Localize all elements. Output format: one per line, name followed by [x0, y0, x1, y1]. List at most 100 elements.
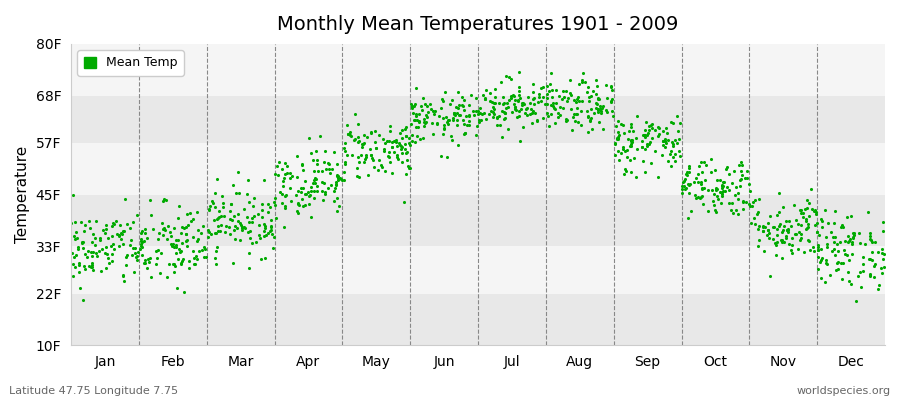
Point: [295, 166, 310, 173]
Point: [662, 158, 676, 164]
Point: [772, 223, 787, 230]
Point: [284, 198, 299, 204]
Point: [607, 112, 621, 119]
Point: [517, 100, 531, 107]
Point: [456, 131, 471, 137]
Point: [462, 113, 476, 120]
Point: [419, 114, 434, 120]
Point: [575, 98, 590, 104]
Point: [617, 130, 632, 136]
Point: [339, 152, 354, 158]
Point: [257, 176, 272, 183]
Point: [140, 234, 154, 241]
Point: [271, 172, 285, 178]
Point: [682, 181, 697, 188]
Point: [734, 168, 748, 174]
Point: [268, 214, 283, 221]
Point: [856, 254, 870, 260]
Point: [642, 123, 656, 130]
Point: [688, 192, 702, 198]
Point: [863, 256, 878, 262]
Point: [858, 241, 872, 247]
Point: [194, 230, 208, 236]
Point: [436, 122, 451, 128]
Point: [68, 264, 83, 270]
Point: [258, 225, 273, 232]
Point: [259, 232, 274, 238]
Point: [240, 229, 255, 235]
Point: [312, 133, 327, 140]
Point: [663, 151, 678, 157]
Point: [572, 94, 586, 100]
Point: [457, 97, 472, 103]
Point: [625, 143, 639, 149]
Point: [664, 162, 679, 169]
Point: [452, 112, 466, 118]
Point: [756, 223, 770, 230]
Point: [167, 269, 182, 276]
Point: [407, 117, 421, 123]
Point: [629, 174, 643, 180]
Point: [322, 161, 337, 167]
Point: [201, 226, 215, 233]
Point: [641, 130, 655, 136]
Point: [214, 212, 229, 219]
Point: [735, 199, 750, 206]
Point: [746, 199, 760, 205]
Point: [239, 214, 254, 220]
Point: [724, 180, 739, 187]
Point: [531, 99, 545, 105]
Point: [158, 226, 172, 233]
Point: [93, 236, 107, 243]
Point: [756, 248, 770, 254]
Point: [652, 124, 666, 131]
Point: [215, 193, 230, 200]
Point: [245, 240, 259, 246]
Point: [355, 144, 369, 151]
Point: [97, 230, 112, 237]
Point: [99, 222, 113, 228]
Point: [603, 98, 617, 104]
Point: [143, 197, 157, 204]
Point: [734, 176, 748, 182]
Point: [524, 106, 538, 112]
Point: [508, 106, 522, 113]
Point: [693, 178, 707, 185]
Text: worldspecies.org: worldspecies.org: [796, 386, 891, 396]
Point: [526, 80, 540, 87]
Point: [364, 130, 379, 136]
Point: [466, 112, 481, 118]
Point: [94, 246, 109, 252]
Point: [847, 232, 861, 238]
Point: [590, 101, 605, 107]
Point: [813, 259, 827, 265]
Point: [164, 232, 178, 239]
Point: [364, 129, 378, 136]
Point: [845, 240, 859, 247]
Point: [594, 110, 608, 116]
Point: [818, 260, 832, 266]
Point: [293, 188, 308, 195]
Point: [583, 114, 598, 121]
Point: [581, 112, 596, 119]
Point: [110, 230, 124, 237]
Point: [394, 146, 409, 152]
Point: [102, 260, 116, 266]
Point: [367, 164, 382, 170]
Point: [514, 106, 528, 112]
Point: [71, 243, 86, 250]
Point: [392, 142, 407, 148]
Point: [803, 246, 817, 253]
Point: [457, 107, 472, 113]
Point: [230, 189, 244, 196]
Point: [130, 212, 144, 218]
Point: [801, 220, 815, 227]
Point: [427, 110, 441, 117]
Point: [270, 162, 284, 169]
Point: [485, 114, 500, 120]
Point: [598, 107, 613, 113]
Point: [612, 132, 626, 138]
Point: [512, 69, 526, 76]
Point: [280, 162, 294, 169]
Point: [540, 94, 554, 101]
